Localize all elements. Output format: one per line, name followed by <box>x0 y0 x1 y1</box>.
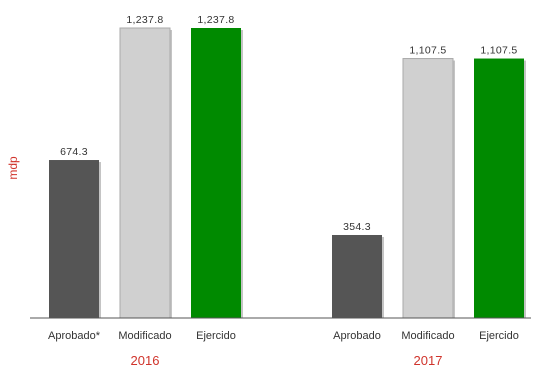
value-label-2016-ejercido: 1,237.8 <box>197 14 234 26</box>
value-label-2017-ejercido: 1,107.5 <box>480 45 517 57</box>
value-label-2016-aprobado: 674.3 <box>60 146 88 158</box>
group-label-2016: 2016 <box>131 353 160 368</box>
value-label-2017-modificado: 1,107.5 <box>409 45 446 57</box>
bar-2017-ejercido <box>474 58 524 318</box>
category-label-2017-aprobado: Aprobado <box>333 330 381 342</box>
bar-2016-modificado <box>119 27 171 319</box>
category-label-2016-ejercido: Ejercido <box>196 330 236 342</box>
bar-2017-aprobado <box>332 234 382 318</box>
category-label-2017-ejercido: Ejercido <box>479 330 519 342</box>
category-label-2016-modificado: Modificado <box>118 330 171 342</box>
bar-2016-aprobado <box>49 160 99 318</box>
y-axis-label: mdp <box>6 156 20 180</box>
value-label-2017-aprobado: 354.3 <box>343 221 371 233</box>
bar-2017-modificado <box>402 58 454 319</box>
labels-layer: 674.3 Aprobado* 1,237.8 Modificado 1,237.8 Ej… <box>48 14 519 368</box>
bar-2016-ejercido <box>191 28 241 318</box>
category-label-2016-aprobado: Aprobado* <box>48 330 101 342</box>
bars-layer <box>49 27 526 319</box>
value-label-2016-modificado: 1,237.8 <box>126 14 163 26</box>
category-label-2017-modificado: Modificado <box>401 330 454 342</box>
group-label-2017: 2017 <box>414 353 443 368</box>
